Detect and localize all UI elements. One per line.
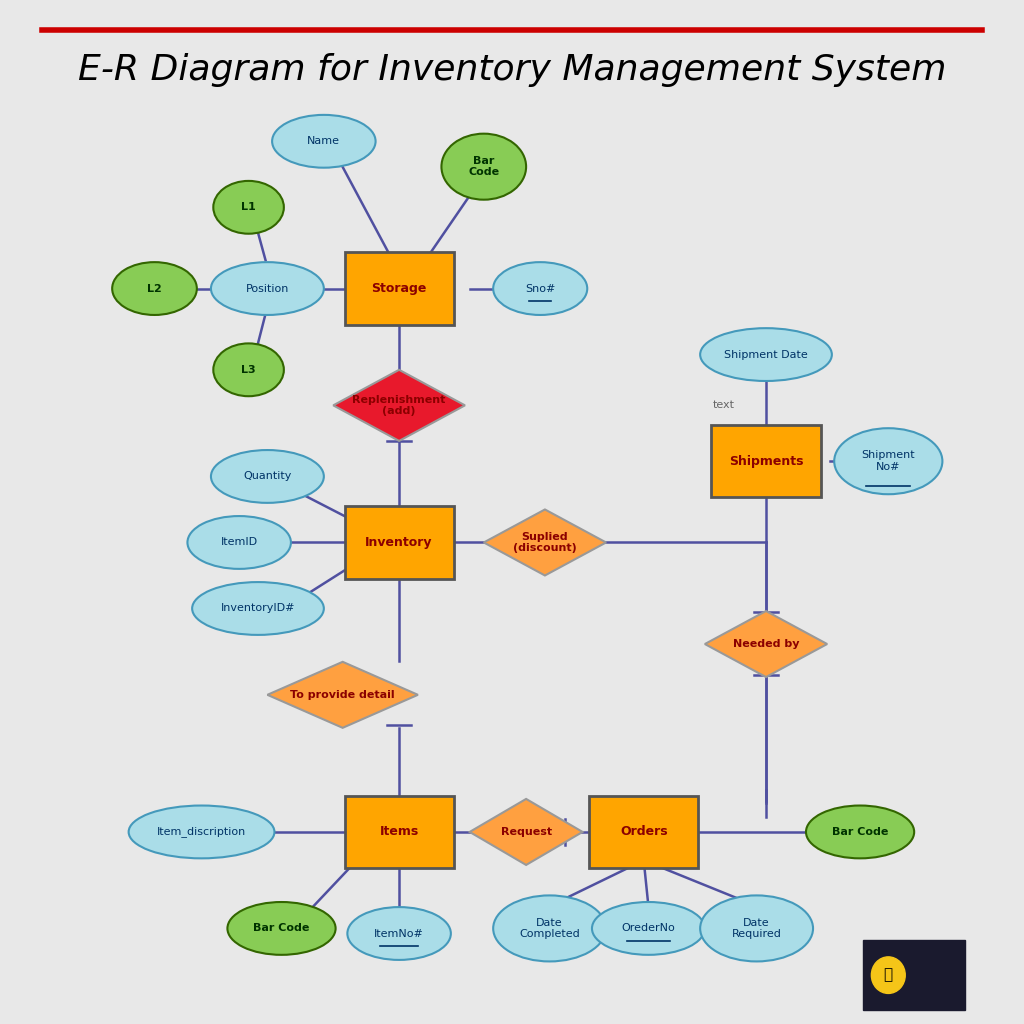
Ellipse shape	[193, 582, 324, 635]
Text: Items: Items	[380, 825, 419, 839]
Polygon shape	[470, 799, 583, 865]
Text: Date
Required: Date Required	[732, 918, 781, 939]
Ellipse shape	[113, 262, 197, 315]
Text: Inventory: Inventory	[366, 536, 433, 549]
Text: Replenishment
(add): Replenishment (add)	[352, 394, 445, 416]
Ellipse shape	[213, 343, 284, 396]
Text: Request: Request	[501, 827, 552, 837]
FancyBboxPatch shape	[589, 796, 698, 868]
Ellipse shape	[187, 516, 291, 569]
Text: ItemID: ItemID	[220, 538, 258, 548]
Circle shape	[871, 956, 905, 993]
Text: Bar Code: Bar Code	[253, 924, 309, 934]
Text: Shipment
No#: Shipment No#	[861, 451, 915, 472]
Text: InventoryID#: InventoryID#	[221, 603, 295, 613]
Text: L1: L1	[242, 203, 256, 212]
Text: L2: L2	[147, 284, 162, 294]
Ellipse shape	[272, 115, 376, 168]
FancyBboxPatch shape	[712, 425, 820, 498]
Ellipse shape	[592, 902, 705, 954]
Text: 💡: 💡	[884, 968, 893, 983]
Text: Shipments: Shipments	[729, 455, 803, 468]
Ellipse shape	[441, 134, 526, 200]
Ellipse shape	[213, 181, 284, 233]
Text: Suplied
(discount): Suplied (discount)	[513, 531, 577, 553]
Text: Position: Position	[246, 284, 289, 294]
Ellipse shape	[494, 895, 606, 962]
FancyBboxPatch shape	[863, 940, 966, 1010]
Text: L3: L3	[242, 365, 256, 375]
Ellipse shape	[700, 328, 831, 381]
Text: E-R Diagram for Inventory Management System: E-R Diagram for Inventory Management Sys…	[78, 53, 946, 87]
Text: Sno#: Sno#	[525, 284, 555, 294]
Text: Date
Completed: Date Completed	[519, 918, 580, 939]
FancyBboxPatch shape	[344, 796, 454, 868]
Text: Storage: Storage	[372, 282, 427, 295]
Text: text: text	[713, 400, 734, 411]
Ellipse shape	[494, 262, 587, 315]
Ellipse shape	[835, 428, 942, 495]
Text: OrederNo: OrederNo	[622, 924, 675, 934]
Ellipse shape	[700, 895, 813, 962]
FancyBboxPatch shape	[344, 507, 454, 579]
Text: Quantity: Quantity	[244, 471, 292, 481]
Ellipse shape	[211, 450, 324, 503]
Text: Item_discription: Item_discription	[157, 826, 246, 838]
Text: ItemNo#: ItemNo#	[374, 929, 424, 939]
Polygon shape	[705, 611, 827, 677]
Polygon shape	[483, 510, 606, 575]
Ellipse shape	[129, 806, 274, 858]
Ellipse shape	[347, 907, 451, 959]
Text: Bar Code: Bar Code	[831, 827, 888, 837]
Text: Bar
Code: Bar Code	[468, 156, 500, 177]
Ellipse shape	[227, 902, 336, 954]
Ellipse shape	[806, 806, 914, 858]
Text: Shipment Date: Shipment Date	[724, 349, 808, 359]
Text: Needed by: Needed by	[733, 639, 800, 649]
Polygon shape	[267, 662, 418, 728]
Polygon shape	[333, 370, 465, 441]
Text: Orders: Orders	[620, 825, 668, 839]
Text: To provide detail: To provide detail	[291, 690, 395, 699]
Text: Name: Name	[307, 136, 340, 146]
FancyBboxPatch shape	[344, 253, 454, 325]
Ellipse shape	[211, 262, 324, 315]
